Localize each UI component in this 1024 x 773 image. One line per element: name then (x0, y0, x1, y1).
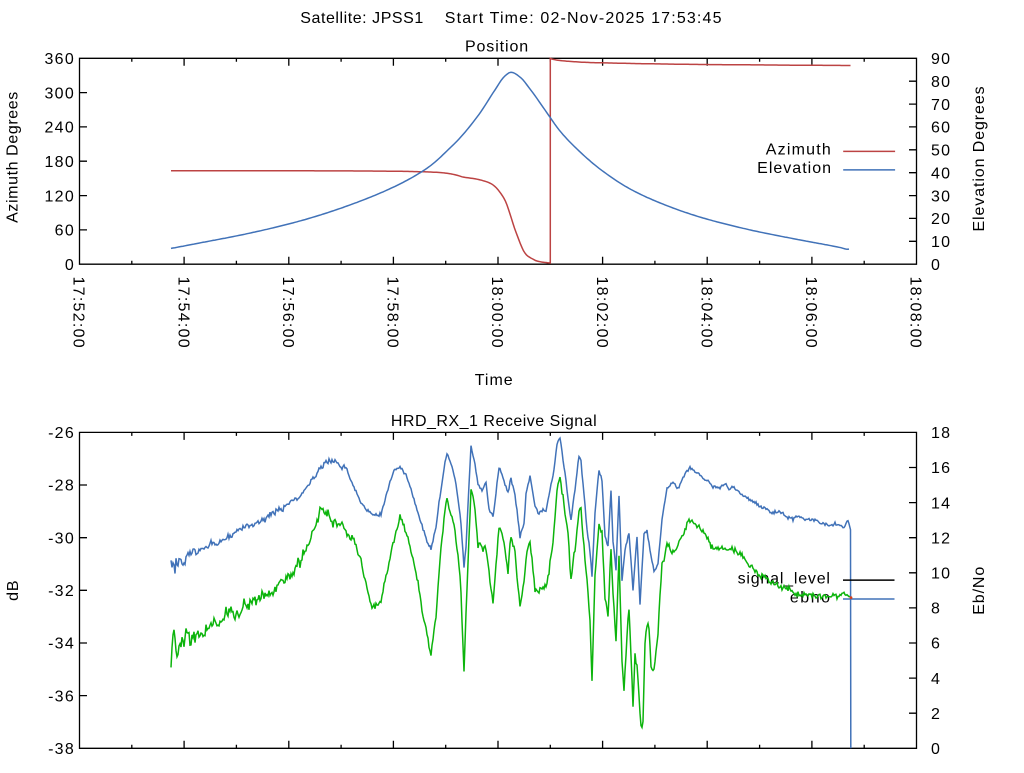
svg-text:-28: -28 (48, 478, 75, 495)
svg-text:240: 240 (44, 120, 75, 137)
svg-text:18:02:00: 18:02:00 (593, 277, 610, 349)
svg-text:0: 0 (931, 257, 941, 274)
svg-text:80: 80 (931, 74, 951, 91)
svg-text:17:58:00: 17:58:00 (384, 277, 401, 349)
svg-text:Satellite: JPSS1: Satellite: JPSS1 (300, 10, 424, 27)
svg-text:120: 120 (44, 188, 75, 205)
svg-text:18:06:00: 18:06:00 (802, 277, 819, 349)
svg-text:Elevation Degrees: Elevation Degrees (971, 85, 988, 231)
svg-text:Eb/No: Eb/No (971, 566, 988, 615)
svg-text:50: 50 (931, 143, 951, 160)
svg-text:18:00:00: 18:00:00 (488, 277, 505, 349)
svg-text:70: 70 (931, 97, 951, 114)
svg-text:40: 40 (931, 165, 951, 182)
svg-text:dB: dB (5, 580, 22, 601)
svg-text:-34: -34 (48, 636, 75, 653)
svg-text:0: 0 (931, 741, 941, 758)
svg-text:-36: -36 (48, 688, 75, 705)
svg-text:60: 60 (55, 223, 75, 240)
svg-text:12: 12 (931, 530, 951, 547)
svg-text:Azimuth Degrees: Azimuth Degrees (5, 91, 22, 223)
svg-text:-38: -38 (48, 741, 75, 758)
svg-text:0: 0 (65, 257, 75, 274)
svg-text:17:52:00: 17:52:00 (70, 277, 87, 349)
svg-text:signal_level: signal_level (738, 570, 831, 587)
svg-text:90: 90 (931, 51, 951, 68)
svg-text:6: 6 (931, 636, 941, 653)
svg-text:18:08:00: 18:08:00 (907, 277, 924, 349)
svg-text:16: 16 (931, 460, 951, 477)
svg-text:-32: -32 (48, 583, 75, 600)
svg-text:180: 180 (44, 154, 75, 171)
svg-text:10: 10 (931, 234, 951, 251)
svg-text:Position: Position (465, 39, 529, 56)
svg-text:8: 8 (931, 601, 941, 618)
svg-text:4: 4 (931, 671, 941, 688)
svg-text:18:04:00: 18:04:00 (698, 277, 715, 349)
svg-text:360: 360 (44, 51, 75, 68)
svg-text:Start Time: 02-Nov-2025 17:53:: Start Time: 02-Nov-2025 17:53:45 (445, 10, 723, 27)
svg-text:Azimuth: Azimuth (766, 142, 832, 159)
svg-text:-26: -26 (48, 425, 75, 442)
svg-text:Elevation: Elevation (757, 160, 832, 177)
svg-text:10: 10 (931, 566, 951, 583)
svg-text:Time: Time (475, 372, 514, 389)
svg-text:20: 20 (931, 211, 951, 228)
svg-text:18: 18 (931, 425, 951, 442)
svg-text:60: 60 (931, 120, 951, 137)
svg-text:-30: -30 (48, 530, 75, 547)
svg-text:300: 300 (44, 85, 75, 102)
svg-text:HRD_RX_1 Receive Signal: HRD_RX_1 Receive Signal (391, 413, 597, 430)
svg-text:2: 2 (931, 706, 941, 723)
svg-text:14: 14 (931, 495, 951, 512)
svg-text:30: 30 (931, 188, 951, 205)
svg-text:17:54:00: 17:54:00 (174, 277, 191, 349)
svg-text:17:56:00: 17:56:00 (279, 277, 296, 349)
